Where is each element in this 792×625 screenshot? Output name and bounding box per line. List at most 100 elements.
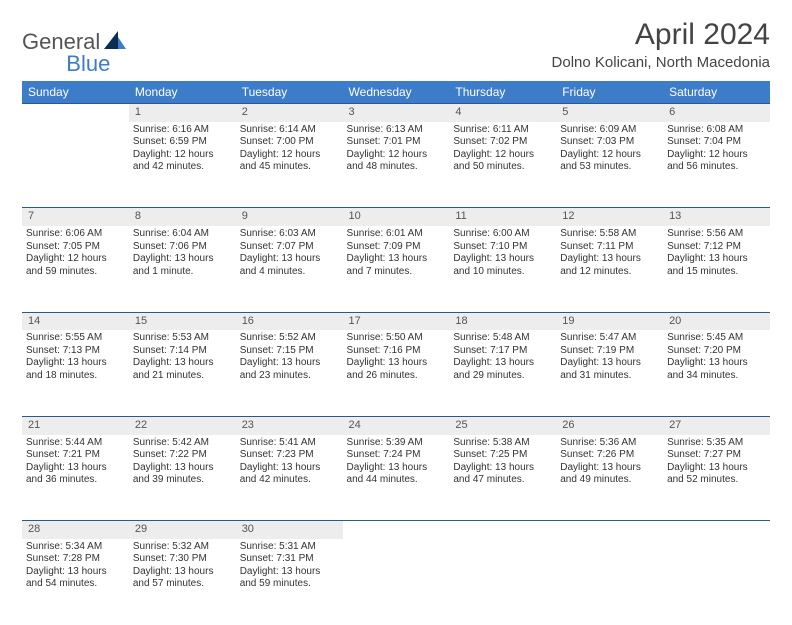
day-number-cell: 21 <box>22 416 129 434</box>
weekday-header: Thursday <box>449 81 556 104</box>
day-number-cell: 16 <box>236 312 343 330</box>
day-detail-text: Sunrise: 5:32 AM Sunset: 7:30 PM Dayligh… <box>133 541 232 591</box>
day-detail-text: Sunrise: 6:06 AM Sunset: 7:05 PM Dayligh… <box>26 228 125 278</box>
day-number-cell: 29 <box>129 521 236 539</box>
day-number-cell <box>22 104 129 122</box>
day-detail-text: Sunrise: 5:48 AM Sunset: 7:17 PM Dayligh… <box>453 332 552 382</box>
day-content-cell: Sunrise: 5:58 AM Sunset: 7:11 PM Dayligh… <box>556 226 663 312</box>
day-number-row: 78910111213 <box>22 208 770 226</box>
day-number-cell: 1 <box>129 104 236 122</box>
weekday-header: Tuesday <box>236 81 343 104</box>
day-content-cell: Sunrise: 5:38 AM Sunset: 7:25 PM Dayligh… <box>449 435 556 521</box>
day-number-cell: 24 <box>343 416 450 434</box>
day-content-row: Sunrise: 5:55 AM Sunset: 7:13 PM Dayligh… <box>22 330 770 416</box>
logo-text-blue: Blue <box>66 51 110 77</box>
day-content-cell: Sunrise: 5:56 AM Sunset: 7:12 PM Dayligh… <box>663 226 770 312</box>
day-content-cell: Sunrise: 6:13 AM Sunset: 7:01 PM Dayligh… <box>343 122 450 208</box>
day-detail-text: Sunrise: 5:38 AM Sunset: 7:25 PM Dayligh… <box>453 437 552 487</box>
day-content-cell: Sunrise: 6:01 AM Sunset: 7:09 PM Dayligh… <box>343 226 450 312</box>
day-detail-text: Sunrise: 6:03 AM Sunset: 7:07 PM Dayligh… <box>240 228 339 278</box>
day-content-cell: Sunrise: 5:35 AM Sunset: 7:27 PM Dayligh… <box>663 435 770 521</box>
day-content-cell: Sunrise: 5:55 AM Sunset: 7:13 PM Dayligh… <box>22 330 129 416</box>
day-detail-text: Sunrise: 5:50 AM Sunset: 7:16 PM Dayligh… <box>347 332 446 382</box>
day-detail-text: Sunrise: 5:31 AM Sunset: 7:31 PM Dayligh… <box>240 541 339 591</box>
day-number-cell: 12 <box>556 208 663 226</box>
day-detail-text: Sunrise: 5:41 AM Sunset: 7:23 PM Dayligh… <box>240 437 339 487</box>
day-number-cell: 6 <box>663 104 770 122</box>
day-content-cell: Sunrise: 6:14 AM Sunset: 7:00 PM Dayligh… <box>236 122 343 208</box>
day-detail-text: Sunrise: 5:42 AM Sunset: 7:22 PM Dayligh… <box>133 437 232 487</box>
day-content-cell: Sunrise: 6:09 AM Sunset: 7:03 PM Dayligh… <box>556 122 663 208</box>
day-detail-text: Sunrise: 6:00 AM Sunset: 7:10 PM Dayligh… <box>453 228 552 278</box>
day-detail-text: Sunrise: 5:52 AM Sunset: 7:15 PM Dayligh… <box>240 332 339 382</box>
day-detail-text: Sunrise: 5:58 AM Sunset: 7:11 PM Dayligh… <box>560 228 659 278</box>
weekday-header: Saturday <box>663 81 770 104</box>
day-number-cell: 13 <box>663 208 770 226</box>
day-number-cell: 14 <box>22 312 129 330</box>
title-block: April 2024 Dolno Kolicani, North Macedon… <box>552 18 770 71</box>
day-content-cell: Sunrise: 5:42 AM Sunset: 7:22 PM Dayligh… <box>129 435 236 521</box>
day-detail-text: Sunrise: 5:44 AM Sunset: 7:21 PM Dayligh… <box>26 437 125 487</box>
weekday-header: Sunday <box>22 81 129 104</box>
day-detail-text: Sunrise: 5:35 AM Sunset: 7:27 PM Dayligh… <box>667 437 766 487</box>
day-detail-text: Sunrise: 5:45 AM Sunset: 7:20 PM Dayligh… <box>667 332 766 382</box>
day-number-cell: 20 <box>663 312 770 330</box>
day-number-cell <box>449 521 556 539</box>
day-number-cell: 17 <box>343 312 450 330</box>
day-content-cell: Sunrise: 5:53 AM Sunset: 7:14 PM Dayligh… <box>129 330 236 416</box>
day-detail-text: Sunrise: 5:36 AM Sunset: 7:26 PM Dayligh… <box>560 437 659 487</box>
day-number-cell: 27 <box>663 416 770 434</box>
day-content-cell: Sunrise: 6:00 AM Sunset: 7:10 PM Dayligh… <box>449 226 556 312</box>
location-subtitle: Dolno Kolicani, North Macedonia <box>552 54 770 71</box>
day-content-cell: Sunrise: 5:41 AM Sunset: 7:23 PM Dayligh… <box>236 435 343 521</box>
day-content-cell: Sunrise: 6:16 AM Sunset: 6:59 PM Dayligh… <box>129 122 236 208</box>
day-number-cell: 15 <box>129 312 236 330</box>
day-number-row: 21222324252627 <box>22 416 770 434</box>
day-number-cell: 19 <box>556 312 663 330</box>
day-detail-text: Sunrise: 6:01 AM Sunset: 7:09 PM Dayligh… <box>347 228 446 278</box>
day-number-cell: 8 <box>129 208 236 226</box>
day-number-row: 14151617181920 <box>22 312 770 330</box>
day-number-cell: 22 <box>129 416 236 434</box>
day-detail-text: Sunrise: 6:09 AM Sunset: 7:03 PM Dayligh… <box>560 124 659 174</box>
day-detail-text: Sunrise: 6:13 AM Sunset: 7:01 PM Dayligh… <box>347 124 446 174</box>
day-number-cell: 3 <box>343 104 450 122</box>
day-number-cell: 5 <box>556 104 663 122</box>
day-detail-text: Sunrise: 5:34 AM Sunset: 7:28 PM Dayligh… <box>26 541 125 591</box>
day-content-cell: Sunrise: 5:50 AM Sunset: 7:16 PM Dayligh… <box>343 330 450 416</box>
day-content-row: Sunrise: 6:06 AM Sunset: 7:05 PM Dayligh… <box>22 226 770 312</box>
day-content-row: Sunrise: 5:44 AM Sunset: 7:21 PM Dayligh… <box>22 435 770 521</box>
day-number-cell: 4 <box>449 104 556 122</box>
day-content-cell: Sunrise: 5:52 AM Sunset: 7:15 PM Dayligh… <box>236 330 343 416</box>
day-content-cell: Sunrise: 6:06 AM Sunset: 7:05 PM Dayligh… <box>22 226 129 312</box>
logo: General Blue <box>22 18 110 66</box>
day-detail-text: Sunrise: 6:14 AM Sunset: 7:00 PM Dayligh… <box>240 124 339 174</box>
day-content-cell: Sunrise: 5:39 AM Sunset: 7:24 PM Dayligh… <box>343 435 450 521</box>
day-number-cell: 7 <box>22 208 129 226</box>
day-number-cell: 10 <box>343 208 450 226</box>
day-number-cell: 25 <box>449 416 556 434</box>
day-number-cell: 23 <box>236 416 343 434</box>
day-content-cell: Sunrise: 6:11 AM Sunset: 7:02 PM Dayligh… <box>449 122 556 208</box>
day-detail-text: Sunrise: 5:55 AM Sunset: 7:13 PM Dayligh… <box>26 332 125 382</box>
day-content-cell: Sunrise: 5:48 AM Sunset: 7:17 PM Dayligh… <box>449 330 556 416</box>
day-number-cell: 18 <box>449 312 556 330</box>
day-detail-text: Sunrise: 6:04 AM Sunset: 7:06 PM Dayligh… <box>133 228 232 278</box>
day-content-cell: Sunrise: 6:03 AM Sunset: 7:07 PM Dayligh… <box>236 226 343 312</box>
day-detail-text: Sunrise: 5:53 AM Sunset: 7:14 PM Dayligh… <box>133 332 232 382</box>
day-detail-text: Sunrise: 5:47 AM Sunset: 7:19 PM Dayligh… <box>560 332 659 382</box>
day-number-cell: 26 <box>556 416 663 434</box>
day-content-cell: Sunrise: 5:47 AM Sunset: 7:19 PM Dayligh… <box>556 330 663 416</box>
day-number-row: 123456 <box>22 104 770 122</box>
day-number-cell: 9 <box>236 208 343 226</box>
day-number-cell: 2 <box>236 104 343 122</box>
day-number-cell <box>663 521 770 539</box>
header: General Blue April 2024 Dolno Kolicani, … <box>22 18 770 71</box>
month-title: April 2024 <box>552 18 770 52</box>
day-number-cell <box>556 521 663 539</box>
day-content-cell <box>22 122 129 208</box>
day-number-cell: 11 <box>449 208 556 226</box>
weekday-header: Wednesday <box>343 81 450 104</box>
day-detail-text: Sunrise: 5:39 AM Sunset: 7:24 PM Dayligh… <box>347 437 446 487</box>
weekday-header-row: Sunday Monday Tuesday Wednesday Thursday… <box>22 81 770 104</box>
